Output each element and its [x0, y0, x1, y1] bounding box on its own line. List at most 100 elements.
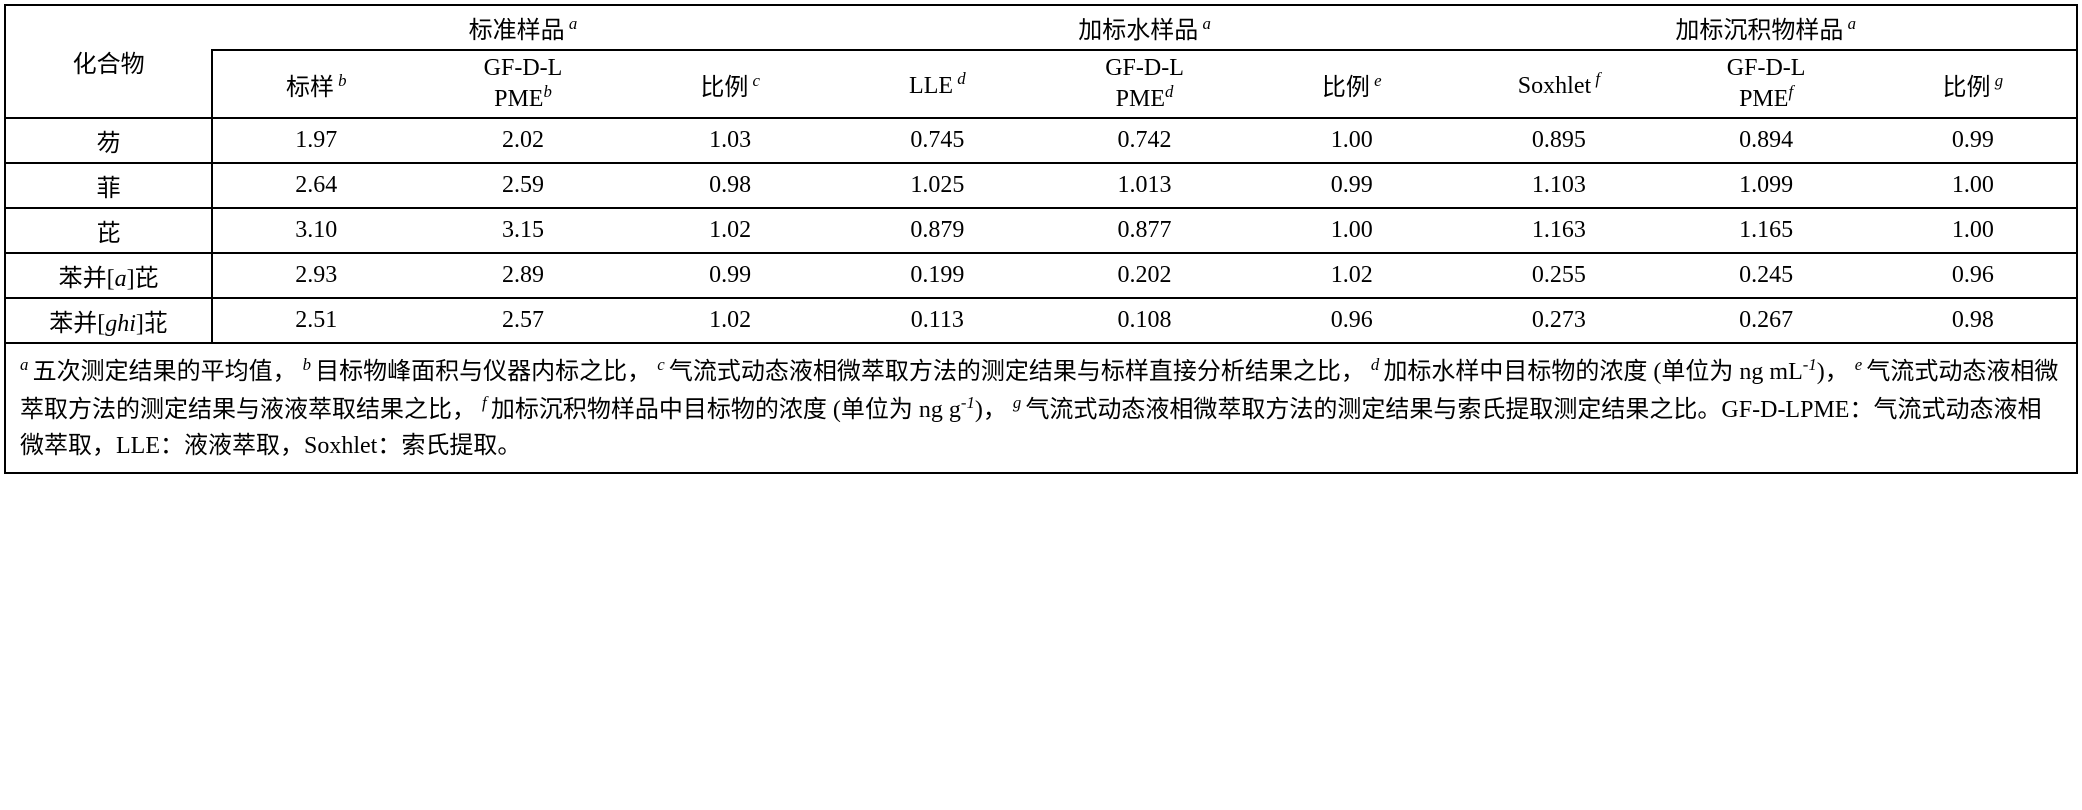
data-cell-2-7: 1.165 — [1663, 208, 1870, 253]
subheader-0-label: 标样 — [286, 75, 334, 101]
footnote-text-a: 五次测定结果的平均值， — [33, 359, 297, 385]
data-cell-4-7: 0.267 — [1663, 298, 1870, 343]
header-group-1: 加标水样品 a — [834, 5, 1456, 50]
compound-cell-1: 菲 — [5, 163, 212, 208]
data-cell-0-1: 2.02 — [419, 118, 626, 163]
comparison-table-container: 化合物 标准样品 a 加标水样品 a 加标沉积物样品 a 标样 bGF-D-LP… — [4, 4, 2078, 474]
data-cell-1-6: 1.103 — [1455, 163, 1662, 208]
header-compound: 化合物 — [5, 5, 212, 118]
footnote-sup-c: c — [657, 355, 669, 374]
table-body: 芴1.972.021.030.7450.7421.000.8950.8940.9… — [5, 118, 2077, 343]
header-row-subheaders: 标样 bGF-D-LPMEb比例 cLLE dGF-D-LPMEd比例 eSox… — [5, 50, 2077, 118]
data-cell-2-1: 3.15 — [419, 208, 626, 253]
compound-prefix: 苯并 — [49, 311, 97, 337]
footnote-sup-a: a — [20, 355, 33, 374]
subheader-2: 比例 c — [627, 50, 834, 118]
header-group-0: 标准样品 a — [212, 5, 834, 50]
compound-suffix: ]苝 — [136, 311, 168, 337]
compound-cell-2: 芘 — [5, 208, 212, 253]
footnote-sup-d: d — [1371, 355, 1384, 374]
data-cell-3-3: 0.199 — [834, 253, 1041, 298]
data-cell-1-2: 0.98 — [627, 163, 834, 208]
data-cell-4-3: 0.113 — [834, 298, 1041, 343]
data-cell-2-0: 3.10 — [212, 208, 419, 253]
header-group-0-sup: a — [569, 14, 577, 33]
data-cell-1-0: 2.64 — [212, 163, 419, 208]
data-cell-3-7: 0.245 — [1663, 253, 1870, 298]
subheader-4-line2: PME — [1116, 86, 1165, 112]
data-cell-4-4: 0.108 — [1041, 298, 1248, 343]
footnote-row: a 五次测定结果的平均值， b 目标物峰面积与仪器内标之比， c 气流式动态液相… — [5, 343, 2077, 473]
data-cell-0-2: 1.03 — [627, 118, 834, 163]
footnote-text-f: 加标沉积物样品中目标物的浓度 (单位为 ng g — [491, 397, 961, 423]
footnote-sup-g: g — [1013, 393, 1026, 412]
subheader-1: GF-D-L PMEb — [419, 50, 626, 118]
subheader-3-label: LLE — [909, 73, 953, 99]
data-cell-3-8: 0.96 — [1870, 253, 2077, 298]
compound-italic: ghi — [105, 311, 136, 337]
data-cell-3-5: 1.02 — [1248, 253, 1455, 298]
subheader-8-label: 比例 — [1943, 75, 1991, 101]
footnote-text-c: 气流式动态液相微萃取方法的测定结果与标样直接分析结果之比， — [669, 359, 1365, 385]
data-cell-4-1: 2.57 — [419, 298, 626, 343]
data-cell-1-4: 1.013 — [1041, 163, 1248, 208]
subheader-7-line2: PME — [1739, 86, 1788, 112]
subheader-6-sup: f — [1591, 69, 1600, 88]
comparison-table: 化合物 标准样品 a 加标水样品 a 加标沉积物样品 a 标样 bGF-D-LP… — [4, 4, 2078, 474]
data-cell-0-3: 0.745 — [834, 118, 1041, 163]
data-cell-1-8: 1.00 — [1870, 163, 2077, 208]
subheader-3: LLE d — [834, 50, 1041, 118]
subheader-5: 比例 e — [1248, 50, 1455, 118]
subheader-8-sup: g — [1991, 71, 2004, 90]
compound-cell-3: 苯并[a]芘 — [5, 253, 212, 298]
data-cell-2-4: 0.877 — [1041, 208, 1248, 253]
subheader-3-sup: d — [953, 69, 966, 88]
subheader-4-sup: d — [1165, 82, 1173, 101]
compound-suffix: ]芘 — [127, 266, 159, 292]
subheader-8: 比例 g — [1870, 50, 2077, 118]
data-cell-2-6: 1.163 — [1455, 208, 1662, 253]
footnote-text-b: 目标物峰面积与仪器内标之比， — [315, 359, 651, 385]
footnote-sup-e: e — [1855, 355, 1867, 374]
table-row: 苯并[ghi]苝2.512.571.020.1130.1080.960.2730… — [5, 298, 2077, 343]
data-cell-1-5: 0.99 — [1248, 163, 1455, 208]
header-group-2-sup: a — [1848, 14, 1856, 33]
data-cell-2-5: 1.00 — [1248, 208, 1455, 253]
data-cell-3-4: 0.202 — [1041, 253, 1248, 298]
footnote-exp-f: -1 — [961, 393, 975, 412]
footnote-cell: a 五次测定结果的平均值， b 目标物峰面积与仪器内标之比， c 气流式动态液相… — [5, 343, 2077, 473]
data-cell-0-7: 0.894 — [1663, 118, 1870, 163]
data-cell-1-7: 1.099 — [1663, 163, 1870, 208]
subheader-7-line1: GF-D-L — [1727, 55, 1806, 81]
data-cell-2-8: 1.00 — [1870, 208, 2077, 253]
subheader-0: 标样 b — [212, 50, 419, 118]
subheader-1-line2: PME — [494, 86, 543, 112]
footnote-text-d: 加标水样中目标物的浓度 (单位为 ng mL — [1383, 359, 1802, 385]
data-cell-1-1: 2.59 — [419, 163, 626, 208]
subheader-1-line1: GF-D-L — [484, 55, 563, 81]
data-cell-2-2: 1.02 — [627, 208, 834, 253]
data-cell-3-2: 0.99 — [627, 253, 834, 298]
subheader-7: GF-D-L PMEf — [1663, 50, 1870, 118]
data-cell-2-3: 0.879 — [834, 208, 1041, 253]
header-group-2: 加标沉积物样品 a — [1455, 5, 2077, 50]
subheader-5-sup: e — [1370, 71, 1382, 90]
data-cell-0-6: 0.895 — [1455, 118, 1662, 163]
data-cell-3-0: 2.93 — [212, 253, 419, 298]
subheader-1-sup: b — [543, 82, 551, 101]
subheader-5-label: 比例 — [1322, 75, 1370, 101]
table-row: 芴1.972.021.030.7450.7421.000.8950.8940.9… — [5, 118, 2077, 163]
footnote-sup-f: f — [482, 393, 491, 412]
header-group-1-label: 加标水样品 — [1078, 18, 1198, 44]
compound-cell-4: 苯并[ghi]苝 — [5, 298, 212, 343]
table-row: 芘3.103.151.020.8790.8771.001.1631.1651.0… — [5, 208, 2077, 253]
footnote-text-f-suffix: )， — [975, 397, 1007, 423]
header-group-1-sup: a — [1202, 14, 1210, 33]
compound-cell-0: 芴 — [5, 118, 212, 163]
data-cell-3-6: 0.255 — [1455, 253, 1662, 298]
subheader-7-sup: f — [1788, 82, 1793, 101]
data-cell-0-4: 0.742 — [1041, 118, 1248, 163]
data-cell-1-3: 1.025 — [834, 163, 1041, 208]
data-cell-0-8: 0.99 — [1870, 118, 2077, 163]
table-row: 苯并[a]芘2.932.890.990.1990.2021.020.2550.2… — [5, 253, 2077, 298]
